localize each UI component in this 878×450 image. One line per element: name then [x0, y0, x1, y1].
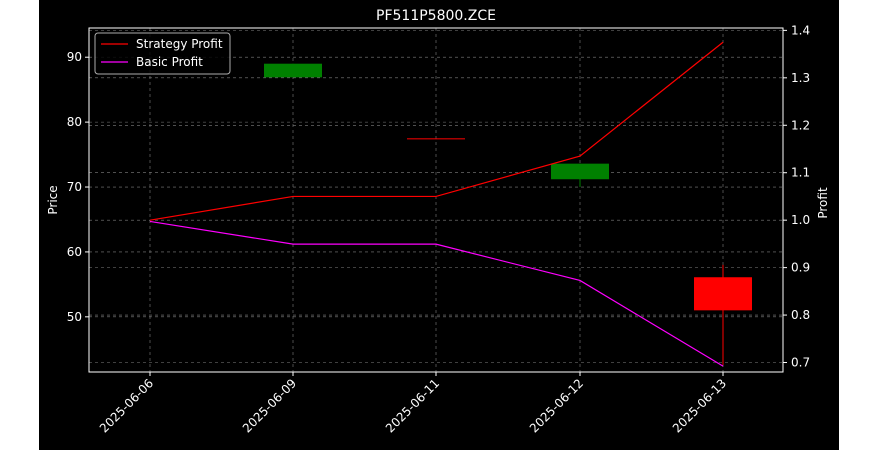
y-right-tick-label-0.9: 0.9 — [791, 261, 810, 275]
legend: Strategy Profit Basic Profit — [94, 32, 231, 75]
y-left-tick-label-50: 50 — [67, 310, 82, 324]
candle-body-2025-06-09 — [264, 63, 322, 78]
grid-lines — [89, 28, 783, 372]
series-lines — [149, 41, 724, 367]
chart-title: PF511P5800.ZCE — [376, 8, 496, 24]
y-right-tick-label-1.2: 1.2 — [791, 118, 810, 132]
y-axis-left: 50 60 70 80 90 — [67, 50, 89, 324]
y-axis-left-label: Price — [46, 185, 60, 214]
y-right-tick-label-0.8: 0.8 — [791, 308, 810, 322]
candle-body-2025-06-12 — [551, 163, 609, 180]
series-line-basic-profit — [149, 220, 724, 367]
y-left-tick-label-90: 90 — [67, 50, 82, 64]
y-axis-right-label: Profit — [816, 187, 830, 219]
y-left-tick-label-60: 60 — [67, 245, 82, 259]
y-axis-right: 0.7 0.8 0.9 1.0 1.1 1.2 1.3 1.4 — [783, 23, 810, 370]
y-right-tick-label-0.7: 0.7 — [791, 356, 810, 370]
y-right-tick-label-1.1: 1.1 — [791, 166, 810, 180]
y-right-tick-label-1.3: 1.3 — [791, 71, 810, 85]
legend-label-basic-profit: Basic Profit — [136, 55, 203, 69]
y-right-tick-label-1.0: 1.0 — [791, 213, 810, 227]
series-line-strategy-profit — [149, 41, 724, 221]
legend-label-strategy-profit: Strategy Profit — [136, 37, 223, 51]
y-left-tick-label-80: 80 — [67, 115, 82, 129]
candle-body-2025-06-11 — [407, 138, 465, 140]
y-left-tick-label-70: 70 — [67, 180, 82, 194]
legend-box — [94, 32, 231, 75]
y-right-tick-label-1.4: 1.4 — [791, 23, 810, 37]
candlesticks — [264, 63, 752, 365]
candle-body-2025-06-13 — [694, 277, 752, 311]
